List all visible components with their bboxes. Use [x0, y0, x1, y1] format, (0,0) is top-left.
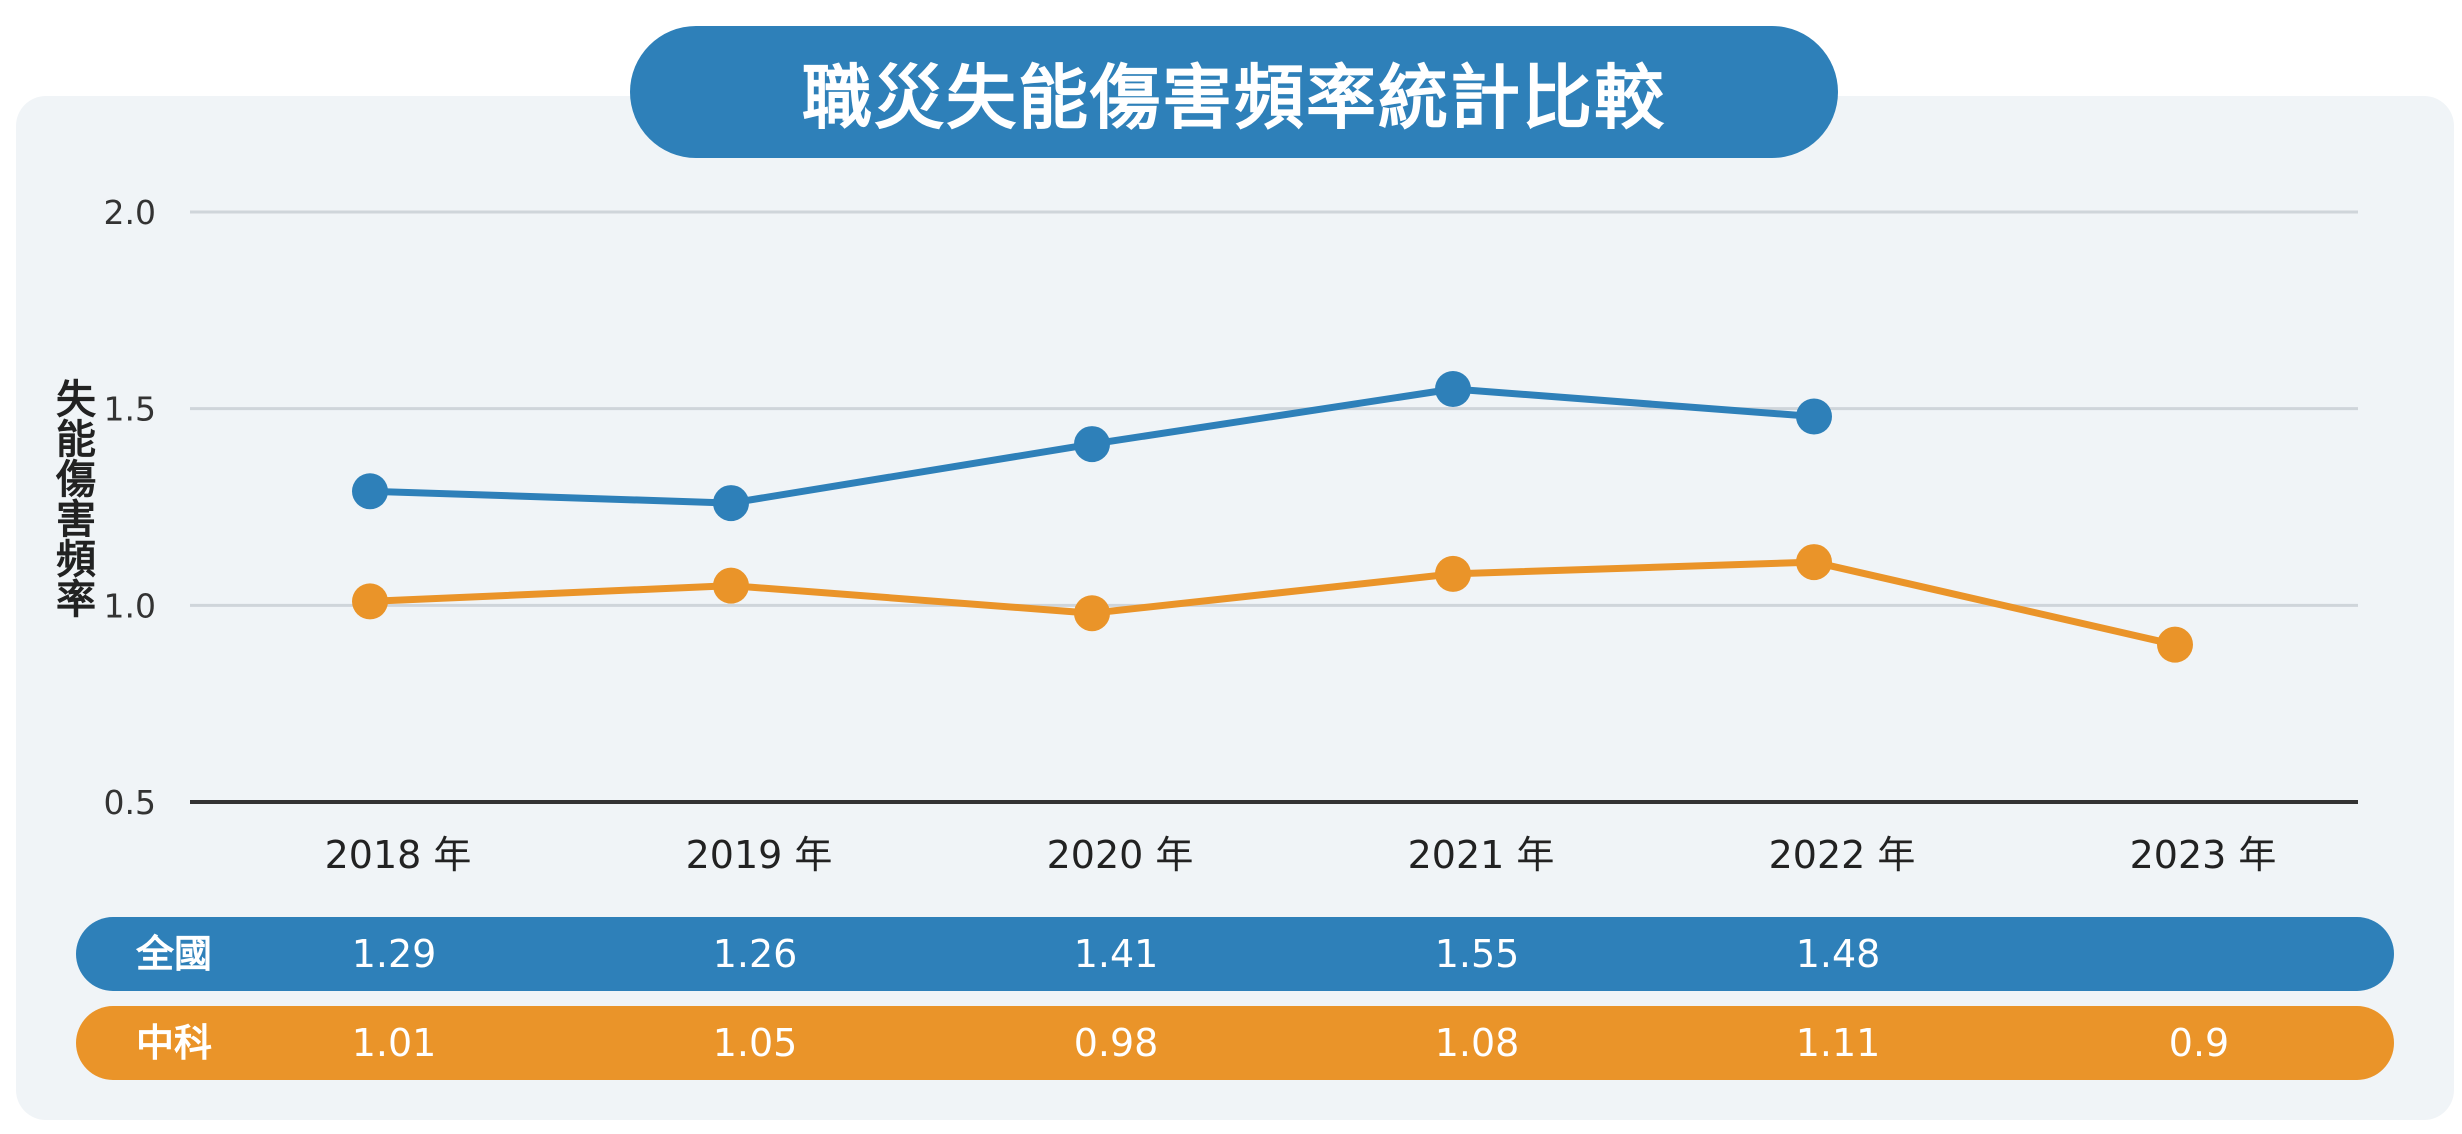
data-point	[352, 583, 388, 620]
table-cell: 0.98	[1073, 1021, 1159, 1065]
table-cell: 1.05	[712, 1021, 798, 1065]
table-cell	[2099, 917, 2299, 991]
data-point	[1074, 426, 1110, 463]
data-point	[1796, 398, 1832, 435]
data-point	[1435, 371, 1471, 407]
table-cell: 0.9	[2168, 1021, 2230, 1065]
x-tick-label: 2020 年	[1047, 833, 1194, 877]
x-tick-label: 2023 年	[2130, 833, 2277, 877]
y-axis-label: 失能傷害頻率	[49, 378, 95, 618]
y-tick-label: 1.0	[104, 586, 156, 625]
table-cell: 1.41	[1073, 932, 1159, 976]
title-banner: 職災失能傷害頻率統計比較	[630, 26, 1838, 158]
data-point	[1796, 544, 1832, 581]
table-cell: 1.55	[1434, 932, 1520, 976]
series-line-central	[369, 558, 2176, 649]
x-tick-label: 2019 年	[686, 833, 833, 877]
table-cell: 1.26	[712, 932, 798, 976]
x-tick-label: 2022 年	[1769, 833, 1916, 877]
table-cell: 1.08	[1434, 1021, 1520, 1065]
chart-title: 職災失能傷害頻率統計比較	[802, 56, 1666, 139]
data-point	[1435, 555, 1471, 592]
table-cell: 1.11	[1795, 1021, 1881, 1065]
table-row-national	[76, 917, 2394, 991]
data-point	[2157, 626, 2193, 663]
table-cell: 1.48	[1795, 932, 1881, 976]
y-tick-label: 2.0	[104, 193, 156, 232]
data-point	[1074, 595, 1110, 632]
x-tick-label: 2021 年	[1408, 833, 1555, 877]
row-label-central: 中科	[136, 1021, 213, 1065]
table-cell: 1.29	[351, 932, 437, 976]
y-tick-label: 1.5	[104, 390, 156, 429]
row-label-national: 全國	[136, 932, 213, 976]
y-tick-label: 0.5	[104, 783, 156, 822]
data-point	[713, 485, 749, 522]
data-point	[352, 473, 388, 510]
table-row-central	[76, 1006, 2394, 1080]
table-cell: 1.01	[351, 1021, 437, 1065]
x-tick-label: 2018 年	[325, 833, 472, 877]
data-point	[713, 567, 749, 604]
